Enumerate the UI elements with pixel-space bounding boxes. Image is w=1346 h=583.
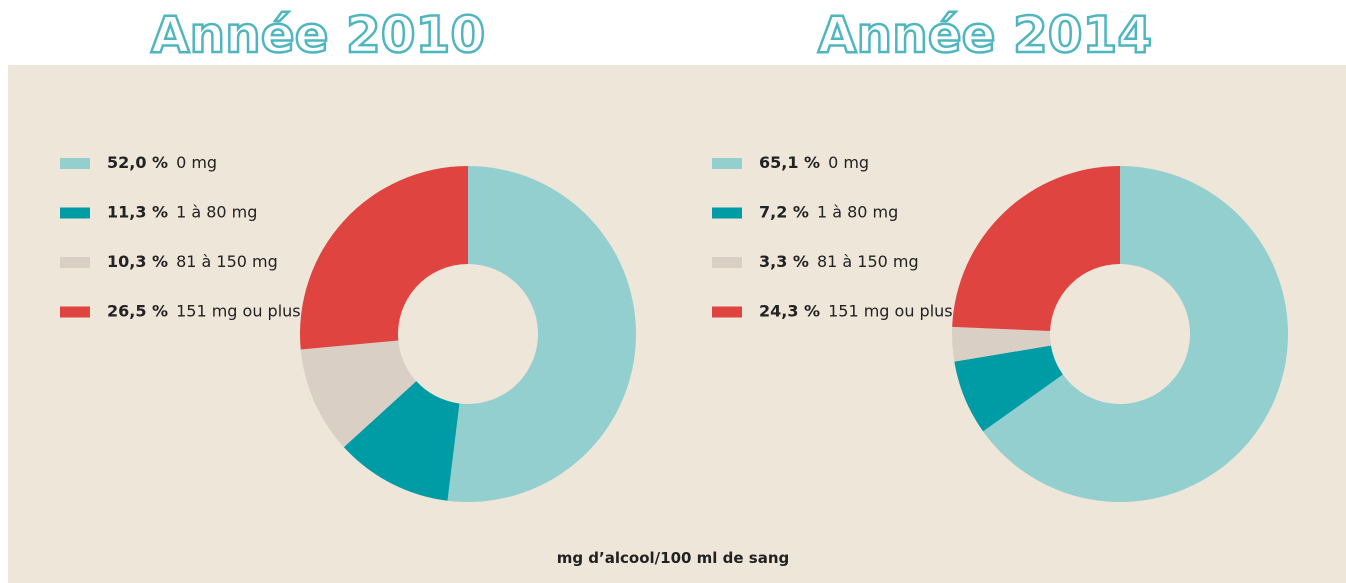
panel [8,65,1346,583]
donut-slice [300,166,468,350]
legend-swatch [60,306,90,318]
legend-label: 1 à 80 mg [817,202,898,221]
value-label: 7,2 % [759,202,809,221]
value-label: 52,0 % [107,153,168,172]
legend-label: 81 à 150 mg [817,252,919,271]
value-label: 10,3 % [107,252,168,271]
donut-slice [300,340,417,448]
value-label: 26,5 % [107,301,168,320]
value-label: 11,3 % [107,202,168,221]
value-label: 3,3 % [759,252,809,271]
legend-entry: 24,3 % 151 mg ou plus [759,301,953,320]
legend-label: 0 mg [828,153,869,172]
legend-entry: 26,5 % 151 mg ou plus [107,301,301,320]
legend-entry: 52,0 % 0 mg [107,153,217,172]
donut-slice [954,345,1063,432]
legend-entry: 65,1 % 0 mg [759,153,869,172]
chart-title: Année 2010 [151,6,485,64]
donut-slice [447,166,636,502]
legend-swatch [60,257,90,268]
donut-slice [983,166,1289,503]
legend-entry: 11,3 % 1 à 80 mg [107,202,257,221]
legend-swatch [712,207,742,219]
donut-slice [343,381,460,501]
value-label: 24,3 % [759,301,820,320]
legend-label: 81 à 150 mg [176,252,278,271]
value-label: 65,1 % [759,153,820,172]
donut-slice [952,166,1120,332]
legend-entry: 10,3 % 81 à 150 mg [107,252,278,271]
legend-swatch [712,306,742,318]
legend-entry: 3,3 % 81 à 150 mg [759,252,919,271]
caption: mg d’alcool/100 ml de sang [557,549,790,567]
donut-slice [952,326,1051,362]
legend-entry: 7,2 % 1 à 80 mg [759,202,898,221]
legend-swatch [60,158,90,169]
legend-swatch [60,207,90,219]
legend-label: 1 à 80 mg [176,202,257,221]
legend-label: 0 mg [176,153,217,172]
legend-swatch [712,158,742,169]
chart-title: Année 2014 [818,6,1152,64]
legend-label: 151 mg ou plus [176,301,301,320]
legend-label: 151 mg ou plus [828,301,953,320]
legend-swatch [712,257,742,268]
